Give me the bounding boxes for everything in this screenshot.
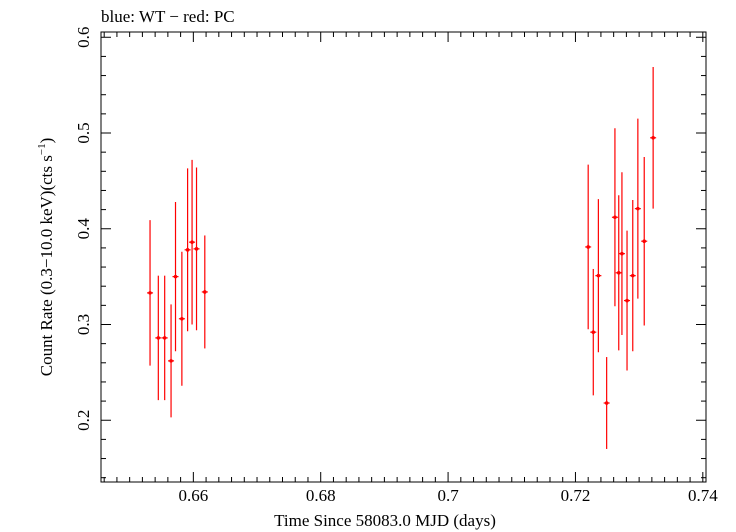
point-marker [156,336,161,340]
data-point [178,251,185,386]
data-point [641,156,648,326]
data-point [624,230,631,371]
point-marker [148,291,152,295]
chart-title: blue: WT − red: PC [101,7,235,26]
data-point [172,201,179,352]
point-marker [591,330,596,334]
data-point [629,200,636,352]
data-point [595,199,602,353]
point-marker [625,298,629,303]
data-point [585,164,592,330]
y-tick-label: 0.6 [74,27,93,48]
point-marker [169,359,173,363]
data-point [155,275,162,401]
point-marker [190,240,194,244]
point-marker [630,273,635,278]
point-marker [162,336,167,340]
x-tick-label: 0.72 [561,486,591,505]
data-points [147,66,657,449]
y-axis-label-main: Count Rate (0.3−10.0 keV)(cts s [37,155,56,376]
data-point [147,220,154,366]
point-marker [616,270,621,275]
y-axis-label-exponent: −1 [36,143,48,155]
point-marker [180,316,184,321]
data-point [161,275,168,401]
y-axis-label-close: ) [37,138,56,144]
point-marker [604,401,609,405]
data-point [193,167,200,331]
data-point [189,159,196,325]
x-axis-label: Time Since 58083.0 MJD (days) [274,511,496,530]
x-tick-label: 0.74 [688,486,718,505]
point-marker [194,247,199,251]
point-marker [203,290,207,294]
x-tick-label: 0.66 [178,486,208,505]
data-point [615,195,622,351]
x-tick-label: 0.7 [437,486,459,505]
point-marker [651,135,655,140]
point-marker [185,248,190,252]
point-marker [620,251,624,256]
data-point [611,128,618,307]
data-point [201,235,208,349]
point-marker [642,239,647,244]
point-marker [173,274,178,279]
point-marker [586,245,590,249]
data-point [184,168,191,332]
point-marker [596,273,601,278]
y-tick-label: 0.5 [74,122,93,143]
y-tick-label: 0.2 [74,410,93,431]
point-marker [636,206,640,211]
x-axis: 0.66 0.68 0.7 0.72 0.74 [103,32,718,505]
point-marker [613,215,617,220]
data-point [618,172,625,336]
y-tick-label: 0.4 [74,218,93,240]
x-tick-label: 0.68 [306,486,336,505]
y-axis-label: Count Rate (0.3−10.0 keV)(cts s−1) [36,138,56,377]
data-point [650,66,657,209]
plot-frame [100,31,707,483]
y-tick-label: 0.3 [74,314,93,335]
y-axis: 0.2 0.3 0.4 0.5 0.6 [74,27,706,479]
data-point [168,304,175,418]
data-point [603,357,610,449]
data-point [634,118,641,299]
data-point [590,268,597,396]
